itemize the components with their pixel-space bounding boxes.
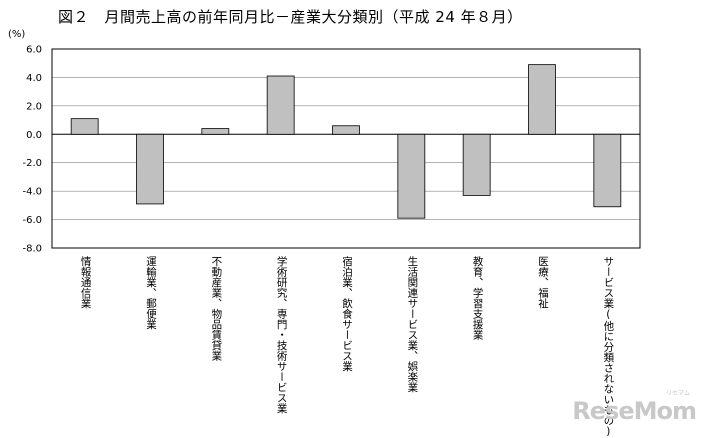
category-label: サービス業(他に分類されないもの) [602, 256, 615, 438]
y-tick-label: -4.0 [22, 187, 42, 198]
y-tick-label: 2.0 [26, 101, 42, 112]
y-tick-labels: 6.0 4.0 2.0 0.0 -2.0 -4.0 -6.0 -8.0 [22, 45, 42, 255]
watermark-logo: ReseMom [572, 397, 697, 425]
category-label: 学術研究、専門・技術サービス業 [275, 256, 288, 414]
bar [266, 75, 295, 135]
category-label: 教育、学習支援業 [471, 256, 484, 340]
watermark-subtext: リセマム [665, 390, 690, 397]
y-tick-label: -6.0 [22, 215, 42, 226]
category-label: 情報通信業 [79, 256, 92, 309]
category-label: 医療、福祉 [537, 256, 549, 309]
category-label: 運輸業、郵便業 [145, 256, 157, 330]
y-axis-unit-label: (%) [8, 29, 26, 40]
bar [136, 133, 164, 205]
y-tick-label: -8.0 [22, 244, 42, 255]
bar [70, 118, 99, 135]
y-tick-label: 6.0 [26, 45, 42, 56]
y-tick-label: 4.0 [26, 73, 42, 84]
y-tick-label: 0.0 [26, 130, 42, 141]
bar [397, 133, 426, 219]
bar [201, 128, 230, 135]
bar [462, 133, 491, 196]
bars [70, 64, 622, 219]
y-tick-label: -2.0 [22, 158, 42, 169]
category-label: 宿泊業、飲食サービス業 [341, 256, 353, 372]
chart-title: 図２ 月間売上高の前年同月比－産業大分類別（平成 24 年８月） [58, 8, 523, 26]
bar [528, 64, 556, 135]
category-label: 不動産業、物品賃貸業 [210, 256, 223, 361]
bar [593, 133, 622, 208]
category-label: 生活関連サービス業、娯楽業 [406, 256, 419, 393]
plot-frame [51, 48, 641, 249]
bar [332, 125, 360, 135]
